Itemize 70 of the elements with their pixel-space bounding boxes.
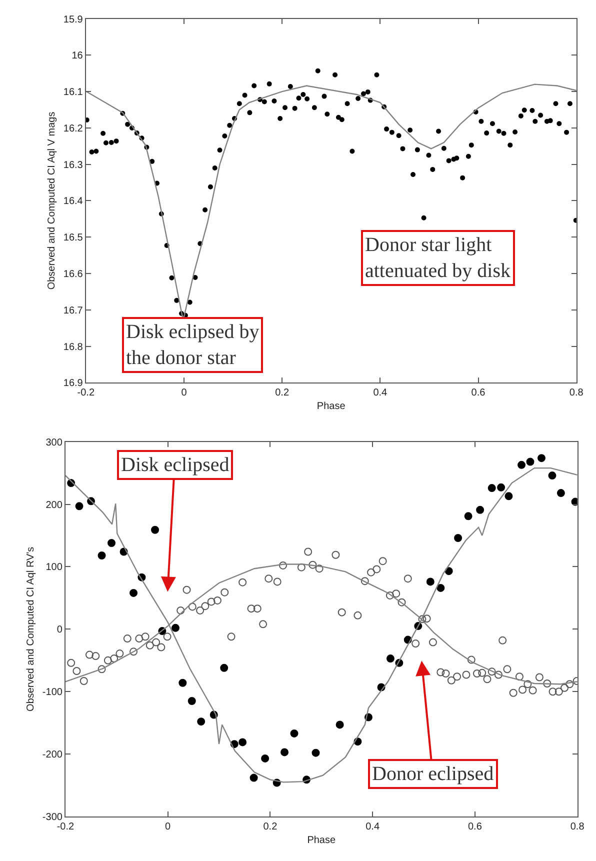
x-tick-label: 0.6 xyxy=(471,388,486,399)
point xyxy=(476,506,484,514)
point xyxy=(386,654,394,663)
point xyxy=(488,484,496,492)
point xyxy=(178,678,187,687)
x-axis-title: Phase xyxy=(316,401,346,412)
y-tick-label: 16.4 xyxy=(63,196,84,208)
point xyxy=(197,718,206,726)
x-tick-label: -0.2 xyxy=(77,388,95,399)
y-tick-label: 16.6 xyxy=(63,269,84,280)
annotation: Disk eclipsed by the donor star xyxy=(126,321,260,369)
y-tick-label: 16.8 xyxy=(63,342,84,353)
y-tick-label: 0 xyxy=(56,624,63,636)
annotation: Donor eclipsed xyxy=(372,763,494,785)
y-tick-label: 15.9 xyxy=(63,14,84,26)
point xyxy=(504,492,513,500)
annotation: Disk eclipsed xyxy=(121,454,230,476)
point xyxy=(130,588,138,597)
point xyxy=(464,512,472,520)
y-tick-label: 16.2 xyxy=(63,123,84,134)
x-tick-label: 0.4 xyxy=(373,388,388,399)
y-tick-label: 16.9 xyxy=(63,378,84,390)
point xyxy=(526,458,534,466)
point xyxy=(290,729,298,738)
y-tick-label: 100 xyxy=(46,562,63,574)
point xyxy=(171,624,180,632)
point xyxy=(336,720,344,729)
point xyxy=(108,538,116,547)
point xyxy=(261,754,270,762)
point xyxy=(188,696,196,705)
y-tick-label: -200 xyxy=(42,750,63,761)
y-tick-label: 16 xyxy=(72,50,84,62)
point xyxy=(151,526,160,534)
x-tick-label: 0.8 xyxy=(569,388,584,399)
point xyxy=(98,551,106,560)
y-axis-title: Observed and Computed CI Aql RV's xyxy=(25,546,36,712)
point xyxy=(280,748,289,756)
point xyxy=(518,460,526,469)
point xyxy=(250,774,258,782)
x-tick-label: -0.2 xyxy=(56,822,74,833)
point xyxy=(436,584,445,592)
point xyxy=(238,738,247,746)
x-axis-title: Phase xyxy=(307,835,336,846)
y-axis-title: Observed and Computed CI Aql V mags xyxy=(46,112,58,290)
y-tick-label: -300 xyxy=(42,812,63,824)
point xyxy=(75,502,84,510)
point xyxy=(426,578,434,586)
x-tick-label: 0.4 xyxy=(366,822,380,833)
x-tick-label: 0.2 xyxy=(275,388,290,399)
x-tick-label: 0.2 xyxy=(263,822,278,833)
point xyxy=(454,534,462,542)
x-tick-label: 0 xyxy=(165,822,172,833)
point xyxy=(497,483,506,492)
annotation: Donor star light attenuated by disk xyxy=(365,234,511,282)
point xyxy=(312,748,320,757)
y-tick-label: 16.5 xyxy=(63,232,84,244)
point xyxy=(556,489,565,498)
point xyxy=(220,664,228,672)
point xyxy=(444,567,453,576)
x-tick-label: 0 xyxy=(181,388,188,399)
y-tick-label: 300 xyxy=(46,437,63,448)
y-tick-label: 200 xyxy=(46,500,63,511)
x-tick-label: 0.8 xyxy=(570,822,585,833)
y-tick-label: -100 xyxy=(42,687,63,698)
y-tick-label: 16.1 xyxy=(63,87,84,98)
y-tick-label: 16.3 xyxy=(63,160,84,171)
y-tick-label: 16.7 xyxy=(63,305,84,316)
point xyxy=(537,454,546,462)
point xyxy=(548,472,556,480)
x-tick-label: 0.6 xyxy=(468,822,482,833)
